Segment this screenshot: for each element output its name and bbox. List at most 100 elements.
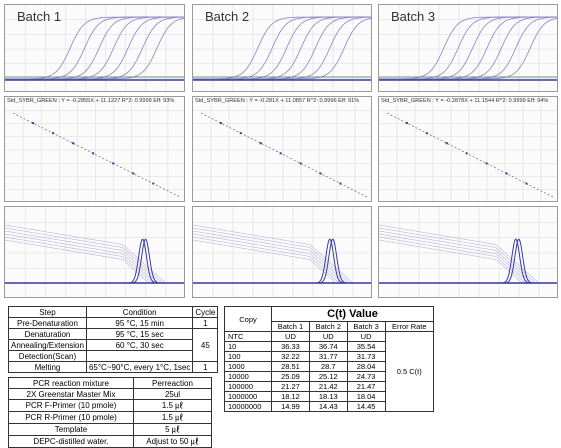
amplification-curves [5, 5, 184, 91]
ct-cell: 25.12 [308, 371, 348, 382]
step-cell: Annealing/Extension [8, 339, 87, 351]
batch-title: Batch 2 [205, 9, 250, 24]
melt-curves [193, 207, 371, 297]
ct-cell: 18.12 [271, 391, 310, 402]
amount-cell: 1.5 ㎕ [133, 411, 212, 424]
standard-point [525, 182, 528, 185]
ct-cell: 24.73 [346, 371, 386, 382]
batch-title: Batch 3 [391, 9, 436, 24]
item-cell: DEPC-distilled water. [8, 435, 134, 448]
regression-equation: Std_SYBR_GREEN : Y = -0.281X + 11.0857 R… [195, 98, 360, 104]
ct-cell: 28.04 [346, 361, 386, 372]
header-perreaction: Perreaction [133, 377, 212, 389]
batch-header: Batch 3 [346, 321, 386, 332]
standard-curve-plot [379, 97, 557, 201]
item-cell: PCR R-Primer (10 pmole) [8, 411, 134, 424]
ct-cell: 21.27 [271, 381, 310, 392]
ct-cell: 21.42 [308, 381, 348, 392]
step-cell: Pre-Denaturation [8, 317, 87, 329]
header-condition: Condition [85, 306, 194, 318]
condition-cell [85, 350, 194, 362]
copy-cell: 100 [223, 351, 273, 362]
amplification-curve [379, 16, 557, 80]
copy-cell: 10 [223, 341, 273, 352]
step-cell: Denaturation [8, 328, 87, 340]
error-rate-header: Error Rate [384, 321, 434, 332]
melt-curves [379, 207, 557, 297]
standard-curve-plot [193, 97, 371, 201]
regression-equation: Std_SYBR_GREEN : Y = -0.2878X + 11.1544 … [381, 98, 549, 104]
ct-title: C(t) Value [271, 306, 434, 322]
standard-curve-batch-1: Std_SYBR_GREEN : Y = -0.2855X + 11.1227 … [4, 96, 185, 202]
standard-point [405, 121, 409, 125]
fluorescence-curve [379, 224, 557, 284]
cycle-cell-merged: 45 [192, 328, 219, 362]
copy-header: Copy [223, 306, 273, 332]
fluorescence-curve [193, 230, 371, 284]
standard-curve-batch-2: Std_SYBR_GREEN : Y = -0.281X + 11.0857 R… [192, 96, 372, 202]
copy-cell: 10000 [223, 371, 273, 382]
melt-curve-batch-1 [4, 206, 185, 298]
copy-cell: 100000 [223, 381, 273, 392]
fluorescence-curve [5, 227, 184, 284]
ct-cell: 21.47 [346, 381, 386, 392]
batch-title: Batch 1 [17, 9, 62, 24]
standard-point [465, 152, 468, 155]
copy-cell: 10000000 [223, 401, 273, 412]
amplification-curves [379, 5, 557, 91]
cycle-cell: 1 [192, 317, 219, 329]
amount-cell: Adjust to 50 ㎕ [133, 435, 212, 448]
ct-cell: 32.22 [271, 351, 310, 362]
fluorescence-curve [5, 224, 184, 284]
ct-cell: 28.7 [308, 361, 348, 372]
item-cell: PCR F-Primer (10 pmole) [8, 399, 134, 412]
ct-cell: 18.04 [346, 391, 386, 402]
header-cycle: Cycle [192, 306, 219, 318]
step-cell: Melting [8, 361, 87, 373]
standard-curve-batch-3: Std_SYBR_GREEN : Y = -0.2878X + 11.1544 … [378, 96, 558, 202]
amplification-curve [193, 16, 371, 80]
amplification-curve [5, 16, 184, 80]
ct-value-table: Copy C(t) Value Batch 1 Batch 2 Batch 3 … [223, 306, 434, 412]
standard-point [445, 142, 448, 145]
standard-point [91, 152, 95, 155]
amplification-curves [193, 5, 371, 91]
amplification-curve [5, 16, 184, 80]
amplification-curve [5, 16, 184, 80]
amplification-curve [193, 16, 371, 80]
amplification-plot-batch-1: Batch 1 [4, 4, 185, 92]
batch-header: Batch 2 [308, 321, 348, 332]
amount-cell: 5 ㎕ [133, 423, 212, 436]
amplification-curve [379, 16, 557, 80]
standard-point [259, 142, 262, 145]
regression-line [12, 112, 181, 198]
standard-point [279, 152, 282, 155]
ct-cell: UD [346, 331, 386, 342]
condition-cell: 65°C~90°C, every 1°C, 1sec [85, 361, 194, 373]
fluorescence-curve [193, 227, 371, 284]
amplification-curve [5, 16, 184, 80]
standard-point [505, 172, 508, 175]
item-cell: 2X Greenstar Master Mix [8, 388, 134, 400]
standard-point [339, 182, 342, 185]
melt-curve-batch-3 [378, 206, 558, 298]
pcr-mixture-table: PCR reaction mixture Perreaction 2X Gree… [8, 377, 212, 448]
standard-point [112, 162, 115, 165]
melt-curve-batch-2 [192, 206, 372, 298]
ct-cell: UD [308, 331, 348, 342]
fluorescence-curve [379, 227, 557, 284]
standard-point [485, 162, 488, 165]
melt-curves [5, 207, 184, 297]
amount-cell: 1.5 ㎕ [133, 399, 212, 412]
standard-point [425, 131, 429, 135]
standard-point [152, 182, 155, 185]
item-cell: Template [8, 423, 134, 436]
amplification-curve [193, 16, 371, 80]
standard-point [51, 131, 55, 135]
copy-cell: NTC [223, 331, 273, 342]
condition-cell: 95 °C, 15 sec [85, 328, 194, 340]
condition-cell: 60 °C, 30 sec [85, 339, 194, 351]
standard-point [299, 162, 302, 165]
ct-cell: 36.33 [271, 341, 310, 352]
condition-cell: 95 °C, 15 min [85, 317, 194, 329]
